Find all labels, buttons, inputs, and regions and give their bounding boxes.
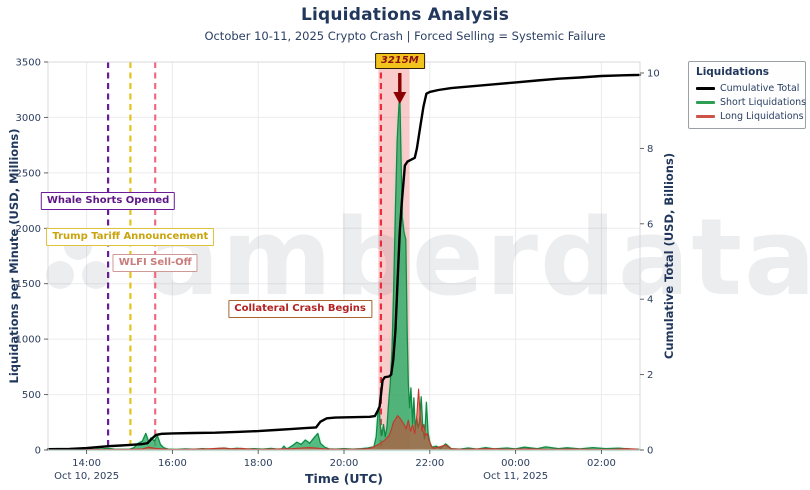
x-tick-label: 02:00 [587, 458, 616, 469]
x-tick-label: 20:00 [330, 458, 359, 469]
peak-annotation-3215m: 3215M [374, 53, 425, 69]
x-tick-label: 16:00 [158, 458, 187, 469]
x-tick-label: 14:00 [72, 458, 101, 469]
x-date-label: Oct 11, 2025 [483, 471, 548, 482]
legend-label: Short Liquidations [720, 96, 807, 108]
annotation-arrowhead [393, 92, 407, 104]
legend-label: Long Liquidations [720, 110, 804, 122]
chart-title: Liquidations Analysis [300, 5, 510, 25]
chart-subtitle: October 10-11, 2025 Crypto Crash | Force… [204, 29, 606, 43]
long-liquidations-line-swatch [696, 114, 715, 118]
legend: Liquidations Cumulative Total Short Liqu… [688, 61, 806, 129]
x-tick-label: 22:00 [415, 458, 444, 469]
event-label-trump-tariff-announcement: Trump Tariff Announcement [46, 228, 215, 246]
legend-item-short-liquidations: Short Liquidations [696, 95, 806, 109]
event-label-collateral-crash-begins: Collateral Crash Begins [228, 300, 372, 318]
legend-item-long-liquidations: Long Liquidations [696, 109, 804, 123]
long-liquidations-area [47, 388, 639, 451]
y-left-tick-label: 0 [35, 446, 41, 457]
y-axis-title-right: Cumulative Total (USD, Billions) [662, 152, 676, 360]
x-axis-title: Time (UTC) [305, 471, 383, 486]
short-liquidations-line-swatch [696, 100, 715, 104]
y-left-tick-label: 2500 [16, 168, 41, 179]
y-axis-title-left: Liquidations per Minute (USD, Millions) [7, 128, 21, 384]
y-left-tick-label: 500 [22, 390, 41, 401]
y-right-tick-label: 4 [647, 295, 653, 306]
y-right-tick-label: 8 [647, 144, 653, 155]
amberdata-watermark: amberdata [46, 196, 810, 319]
y-left-tick-label: 1500 [16, 279, 41, 290]
y-right-tick-label: 10 [647, 69, 660, 80]
y-left-tick-label: 3000 [16, 113, 41, 124]
x-tick-label: 00:00 [501, 458, 530, 469]
y-right-tick-label: 6 [647, 219, 653, 230]
legend-item-cumulative-total: Cumulative Total [696, 81, 800, 95]
y-right-tick-label: 2 [647, 370, 653, 381]
legend-title: Liquidations [696, 66, 770, 78]
y-left-tick-label: 1000 [16, 335, 41, 346]
cumulative-total-line-swatch [696, 86, 715, 90]
x-tick-label: 18:00 [244, 458, 273, 469]
y-left-tick-label: 2000 [16, 224, 41, 235]
x-date-label: Oct 10, 2025 [54, 471, 119, 482]
y-left-tick-label: 3500 [16, 58, 41, 69]
y-right-tick-label: 0 [647, 446, 653, 457]
watermark-text: amberdata [148, 196, 810, 319]
legend-label: Cumulative Total [720, 82, 800, 94]
event-label-whale-shorts-opened: Whale Shorts Opened [40, 192, 176, 210]
event-label-wlfi-sell-off: WLFI Sell-Off [112, 254, 198, 272]
cumulative-total-line [46, 73, 642, 451]
